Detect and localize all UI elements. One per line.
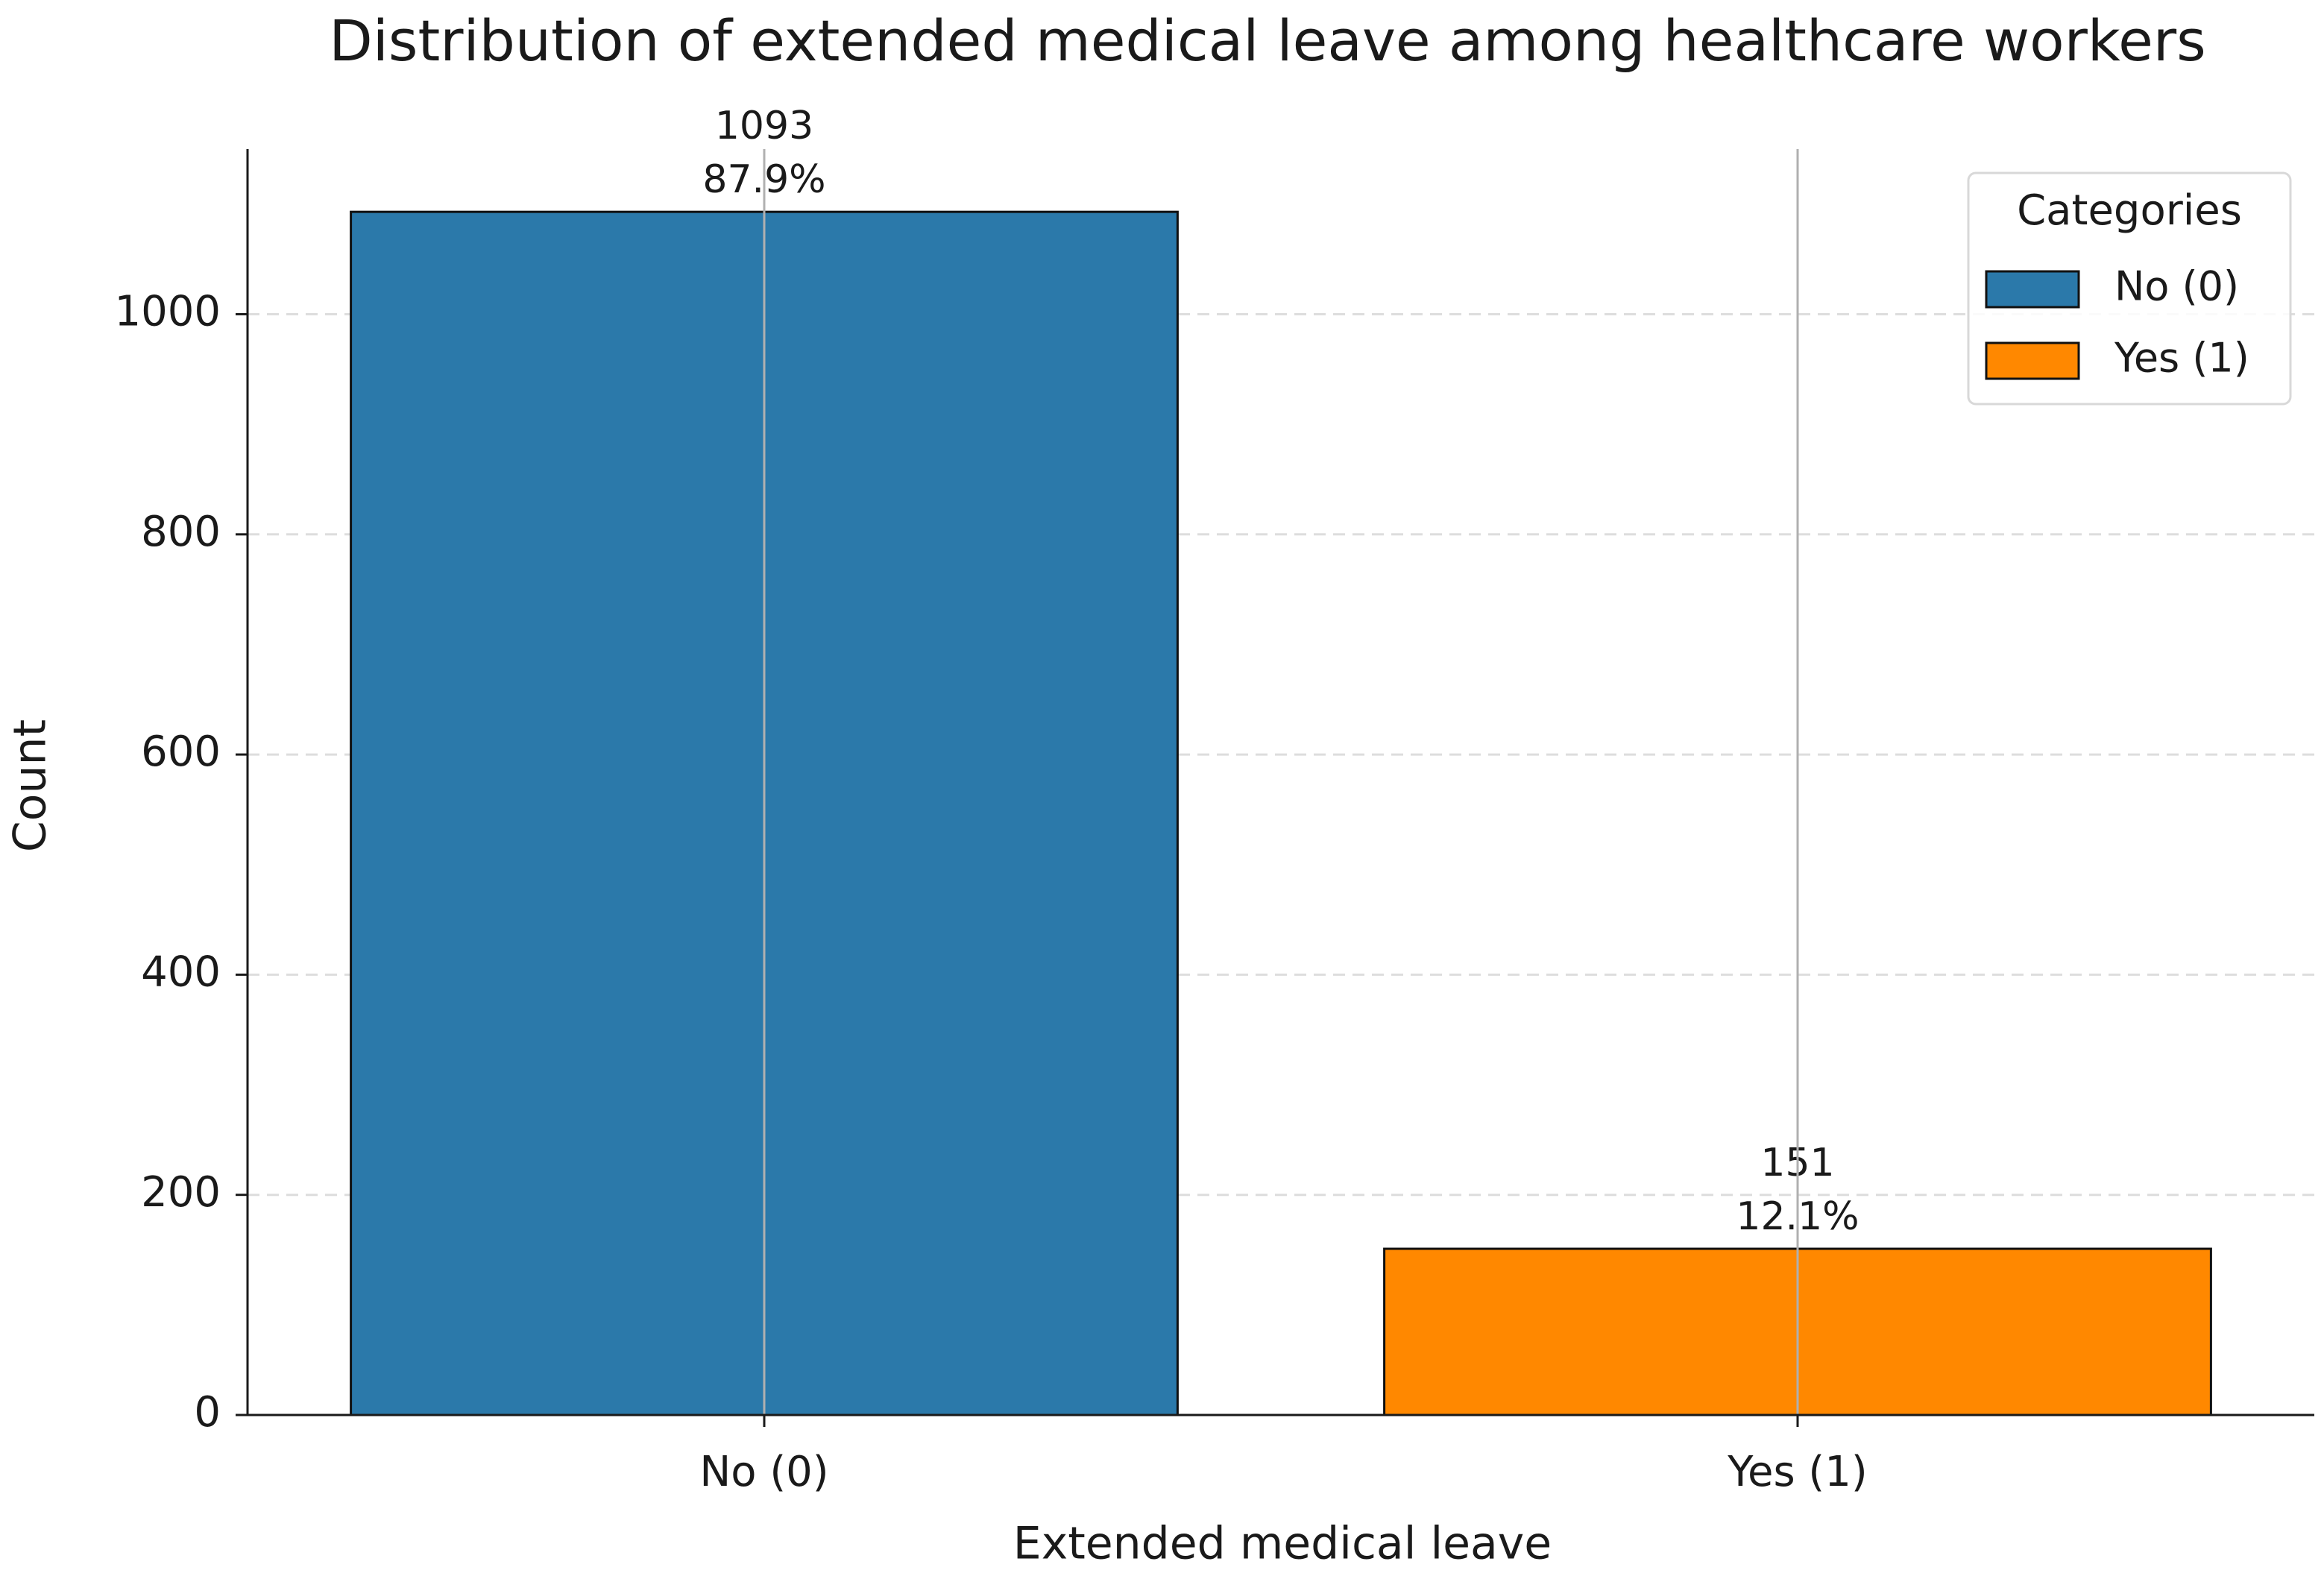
y-tick-label: 200 <box>141 1168 221 1217</box>
legend-swatch <box>1985 270 2080 309</box>
y-tick-label: 800 <box>141 508 221 556</box>
data-label: 1093 <box>715 104 813 148</box>
legend-title: Categories <box>2017 186 2242 235</box>
x-tick-label: Yes (1) <box>1727 1448 1868 1496</box>
y-tick-label: 0 <box>194 1388 221 1437</box>
y-tick-label: 600 <box>141 728 221 776</box>
y-axis-title: Count <box>4 719 57 852</box>
chart-title: Distribution of extended medical leave a… <box>329 7 2206 74</box>
legend-swatch <box>1985 341 2080 380</box>
legend-label: No (0) <box>2114 263 2239 310</box>
legend-label: Yes (1) <box>2114 335 2249 382</box>
x-axis-title: Extended medical leave <box>1013 1518 1552 1570</box>
x-tick-label: No (0) <box>699 1448 828 1496</box>
y-tick-label: 1000 <box>114 288 221 336</box>
y-tick-label: 400 <box>141 948 221 997</box>
